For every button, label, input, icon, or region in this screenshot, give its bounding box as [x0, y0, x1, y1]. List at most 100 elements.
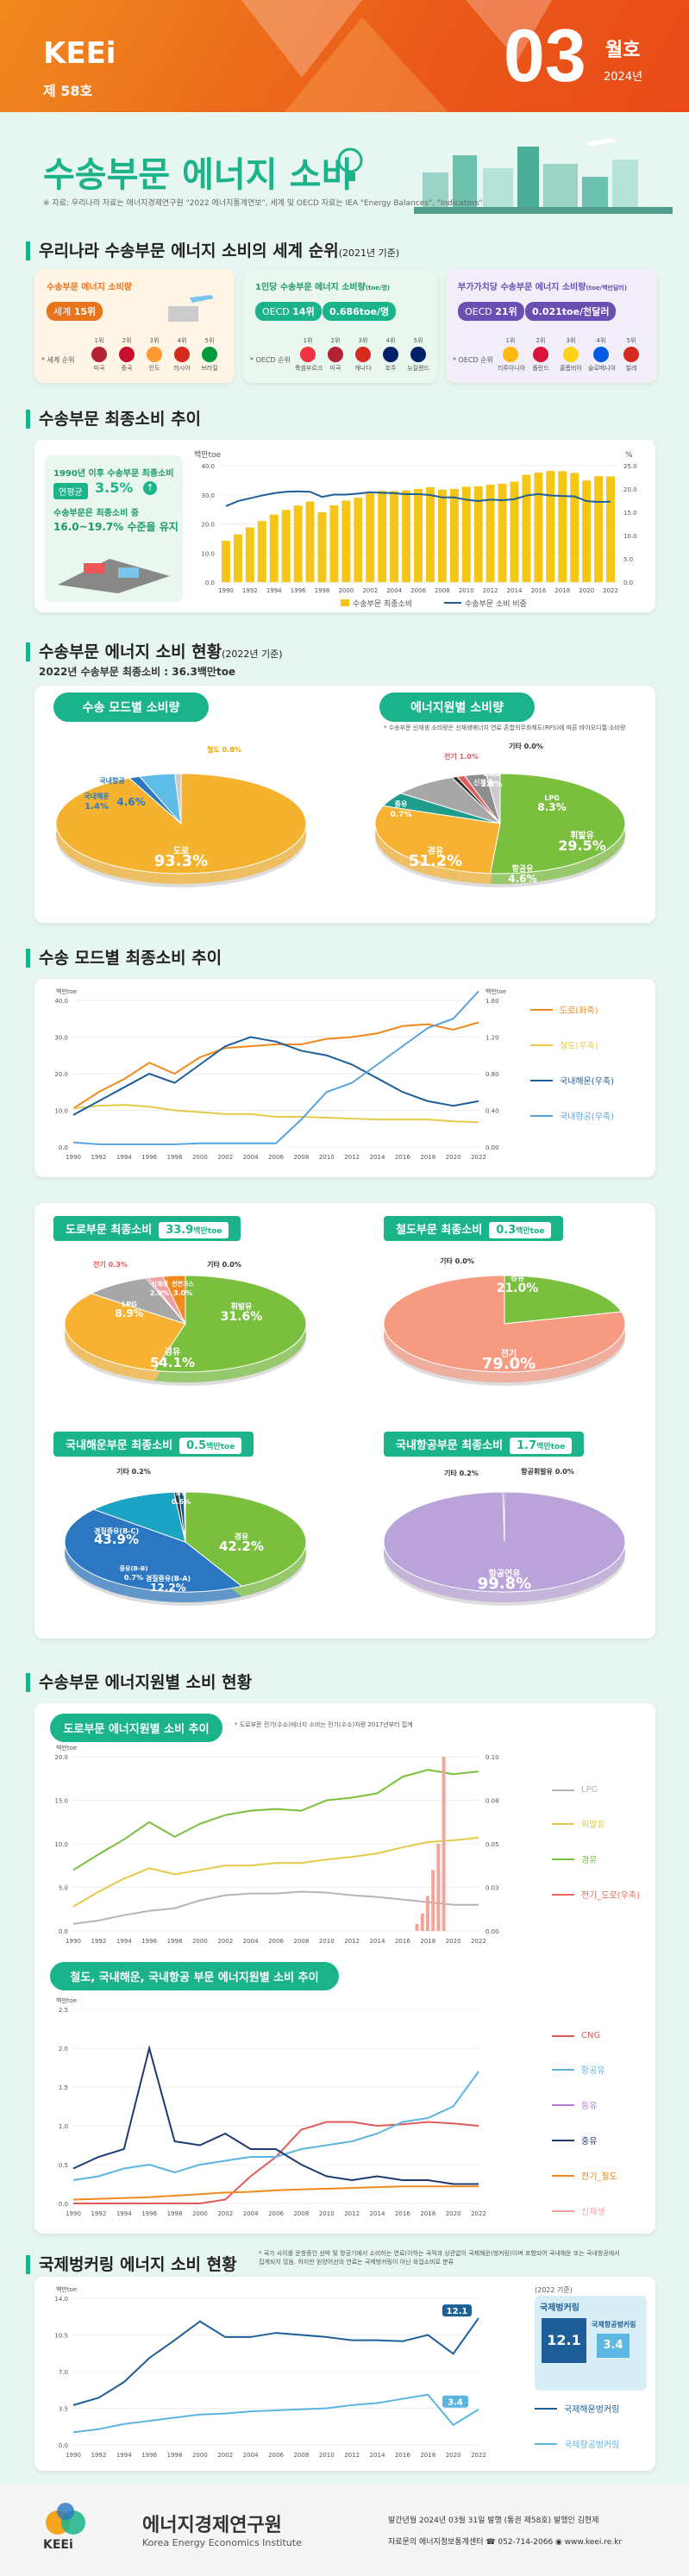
x-tick: 1998 [167, 1938, 183, 1945]
trend-bar [233, 534, 242, 582]
elec-bar [415, 1923, 419, 1931]
trend-bar [498, 483, 507, 582]
source-note: ※ 자료: 우리나라 자료는 에너지경제연구원 "2022 에너지통계연보", … [43, 199, 483, 208]
trend-bar [341, 500, 351, 582]
flag-country: 룩셈부르크 [295, 365, 323, 372]
card3-head-unit: (toe/백만달러) [586, 285, 628, 291]
trend-bar [305, 501, 315, 582]
pie-value: 0.7% [391, 811, 412, 819]
x-tick: 2010 [319, 2210, 335, 2217]
y-tick: 40.0 [54, 998, 68, 1005]
page-title: 수송부문 에너지 소비 [43, 155, 354, 195]
card2-head-unit: (toe/명) [365, 285, 391, 291]
pie-slice [153, 1275, 307, 1373]
footer: KEEi 에너지경제연구원 Korea Energy Economics Ins… [0, 2484, 689, 2576]
elec-bar [420, 1913, 424, 1931]
legend-item: 전기_철도 [552, 2169, 651, 2182]
x-tick: 1990 [66, 1154, 81, 1161]
y-tick: 0.0 [59, 2201, 68, 2208]
x-tick: 1998 [167, 1154, 183, 1161]
rank-card-1: 수송부문 에너지 소비량 세계 15위 * 세계 순위 1위 미국 2위 중국 3위 인도… [34, 269, 235, 383]
pie-value: 2.8% [481, 780, 503, 789]
lightbulb-icon [337, 147, 363, 181]
y-tick: 0.0 [59, 2442, 68, 2449]
trend-bar [414, 489, 423, 582]
legend-label: 신재생 [581, 2208, 605, 2217]
series-line [72, 1104, 479, 1124]
flag-icon [300, 347, 316, 362]
pie-value: 29.5% [558, 837, 606, 854]
x-tick: 2018 [554, 587, 570, 594]
pie-value: 2.0% [150, 1289, 169, 1297]
trend-bar [354, 498, 363, 582]
x-tick: 2016 [395, 1154, 410, 1161]
x-tick: 2022 [603, 587, 618, 594]
x-tick: 2012 [344, 2210, 360, 2217]
legend-label: 국내해운(우축) [560, 1077, 615, 1087]
legend-label: 휘발유 [581, 1821, 605, 1830]
up-arrow-icon: ↑ [143, 481, 157, 495]
x-tick: 2012 [344, 1938, 360, 1945]
x-tick: 1990 [66, 2210, 81, 2217]
legend-item: 전기_도로(우축) [552, 1888, 651, 1901]
flag-country: 폴란드 [532, 365, 549, 372]
rank-section-title: 우리나라 수송부문 에너지 소비의 세계 순위(2021년 기준) [26, 241, 399, 260]
other-src-chart: 백만toe 0.0 0.5 1.0 1.5 2.0 2.5 1990 1992 1994 1996 1… [56, 1996, 486, 2217]
flag-item: 4위 러시아 [169, 336, 195, 373]
series-line [72, 2045, 479, 2185]
status-title-text: 수송부문 에너지 소비 현황 [39, 642, 222, 661]
x-tick: 1994 [116, 1938, 132, 1945]
flag-country: 캐나다 [354, 365, 372, 372]
flag-icon [328, 347, 343, 362]
flag-item: 5위 칠레 [618, 336, 644, 373]
y2-tick: 0.05 [485, 1841, 499, 1848]
road-tag-label: 도로부문 최종소비 [66, 1224, 153, 1237]
trend-bar [485, 484, 495, 582]
y-tick: 10.0 [54, 1841, 68, 1848]
road-src-pill: 도로부문 에너지원별 소비 추이 [50, 1714, 222, 1742]
x-tick: 2006 [268, 1154, 284, 1161]
pie-label: 항공휘발유 0.0% [521, 1467, 574, 1476]
legend-label: 중유 [581, 2137, 598, 2147]
pie-value: 42.2% [219, 1539, 264, 1554]
flag-rank: 3위 [358, 337, 368, 344]
legend-swatch [552, 1893, 574, 1896]
x-tick: 1996 [141, 2210, 157, 2217]
pie-label: 경질중유(B-C) [94, 1526, 139, 1535]
pie-label: 도로 [173, 846, 189, 856]
y2-tick: 10.0 [623, 533, 637, 540]
pie-value: 43.9% [94, 1532, 139, 1547]
legend-swatch [535, 2442, 557, 2445]
x-tick: 2002 [217, 2452, 233, 2459]
elec-bar [431, 1870, 435, 1931]
trend-bar [222, 541, 230, 582]
pie-slice [374, 805, 501, 874]
bunker-side-air-label: 국제항공벙커링 [592, 2321, 636, 2328]
road-tag-unit: 백만toe [193, 1227, 222, 1236]
month-label: 월호 [605, 40, 641, 61]
y-tick: 5.0 [59, 1885, 68, 1892]
y-tick: 0.0 [59, 1144, 68, 1151]
pie-value: 93.3% [154, 852, 208, 870]
pie-label: 국내항공 [99, 776, 125, 785]
pie-label: 신재생 [473, 778, 492, 787]
bunker-side-sea: 12.1 [542, 2318, 586, 2363]
status-section-title: 수송부문 에너지 소비 현황(2022년 기준) [26, 642, 283, 661]
bunker-side-year: (2022 기준) [535, 2286, 573, 2294]
footer-org-en: Korea Energy Economics Institute [142, 2537, 302, 2548]
legend-swatch [530, 1044, 553, 1046]
air-tag: 국내항공부문 최종소비 1.7백만toe [384, 1432, 585, 1457]
flag-rank: 4위 [596, 337, 606, 344]
series-line [72, 2317, 479, 2406]
legend-label: 등유 [581, 2102, 598, 2111]
legend-label: 철도(우축) [560, 1042, 598, 1051]
legend-item: LPG [552, 1785, 651, 1795]
pie-label: 항공유 [512, 863, 534, 874]
y-unit: 백만toe [56, 1996, 77, 2004]
ship-tag-unit: 백만toe [206, 1443, 235, 1451]
legend-swatch [530, 1114, 553, 1117]
y-tick: 7.0 [59, 2369, 68, 2376]
sea-callout: 12.1 [447, 2307, 468, 2316]
y-tick: 3.5 [59, 2406, 68, 2413]
y-unit: 백만toe [56, 2285, 77, 2293]
